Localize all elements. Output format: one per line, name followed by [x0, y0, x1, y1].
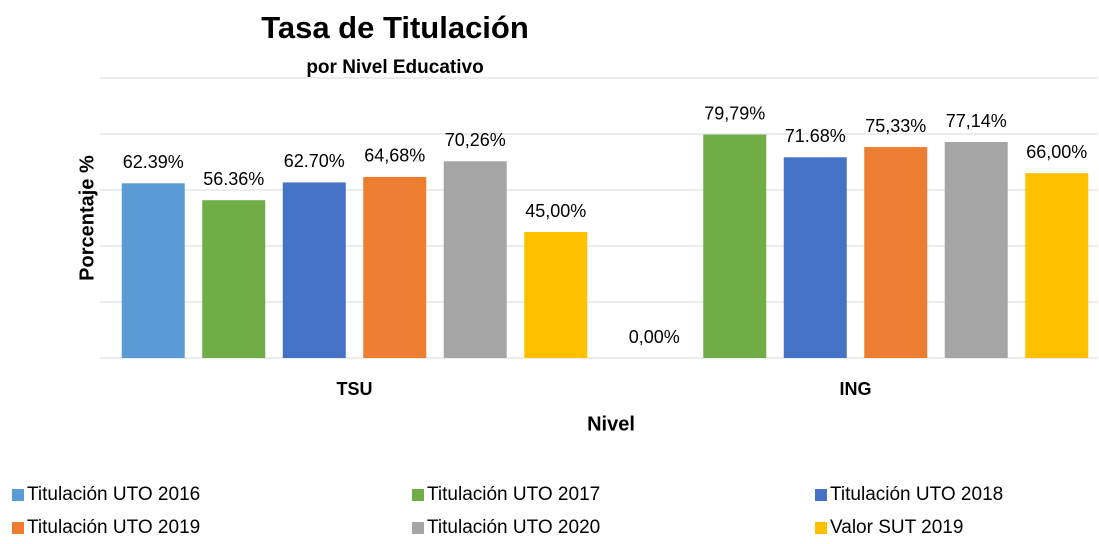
legend-swatch [412, 522, 424, 534]
bar [864, 147, 928, 358]
data-label: 70,26% [445, 130, 506, 150]
data-label: 62.70% [284, 151, 345, 171]
legend-label: Titulación UTO 2020 [427, 517, 600, 538]
legend-swatch [12, 489, 24, 501]
data-label: 0,00% [629, 327, 680, 347]
legend-label: Titulación UTO 2019 [27, 517, 200, 538]
legend-label: Valor SUT 2019 [830, 517, 963, 538]
x-tick-label: ING [839, 379, 871, 399]
legend-swatch [412, 489, 424, 501]
bar [783, 157, 847, 358]
data-label: 77,14% [946, 111, 1007, 131]
bar [282, 182, 346, 358]
data-label: 56.36% [203, 169, 264, 189]
bar [363, 176, 427, 358]
y-axis-label: Porcentaje % [76, 155, 98, 281]
bar [944, 142, 1008, 358]
data-label: 64,68% [364, 146, 425, 166]
x-tick-label: TSU [337, 379, 373, 399]
data-label: 79,79% [704, 103, 765, 123]
data-label: 45,00% [525, 201, 586, 221]
bar [202, 200, 266, 358]
legend-swatch [12, 522, 24, 534]
bar [1025, 173, 1089, 358]
bar [443, 161, 507, 358]
legend-label: Titulación UTO 2016 [27, 484, 200, 505]
legend-label: Titulación UTO 2018 [830, 484, 1003, 505]
data-label: 62.39% [123, 152, 184, 172]
data-label: 75,33% [865, 116, 926, 136]
bar [121, 183, 185, 358]
legend-swatch [815, 489, 827, 501]
bar [703, 134, 767, 358]
bar [524, 232, 588, 358]
chart-title: Tasa de Titulación [261, 10, 529, 45]
x-axis-label: Nivel [587, 413, 635, 435]
data-label: 71.68% [785, 126, 846, 146]
legend-swatch [815, 522, 827, 534]
legend-label: Titulación UTO 2017 [427, 484, 600, 505]
chart-subtitle: por Nivel Educativo [306, 57, 483, 78]
data-label: 66,00% [1026, 142, 1087, 162]
